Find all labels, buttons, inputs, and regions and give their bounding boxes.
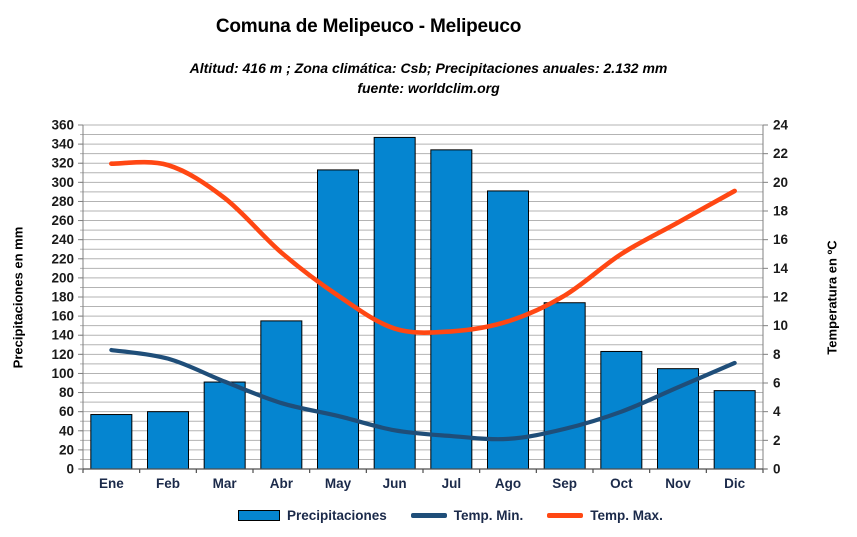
chart-subtitle-line2: fuente: worldclim.org [357, 80, 500, 96]
temp-max-line [109, 159, 737, 335]
chart-subtitle-line1: Altitud: 416 m ; Zona climática: Csb; Pr… [189, 60, 668, 76]
bar-abr [260, 320, 303, 470]
x-tick-feb: Feb [156, 476, 180, 491]
y-left-tick: 40 [59, 423, 74, 438]
y-left-tick: 320 [51, 156, 74, 171]
bar-nov [657, 368, 699, 470]
y-left-tick: 180 [51, 290, 74, 305]
legend-label: Temp. Max. [590, 508, 663, 523]
y-right-tick: 14 [773, 261, 789, 276]
y-left-tick: 200 [51, 270, 74, 285]
y-left-tick: 140 [51, 328, 74, 343]
bar-ago [487, 190, 529, 470]
temp-min-line-icon [410, 513, 447, 518]
y-right-tick: 0 [773, 462, 781, 477]
y-left-tick: 80 [59, 385, 74, 400]
y-left-tick: 100 [51, 366, 74, 381]
x-tick-dic: Dic [724, 476, 746, 491]
y-left-tick: 240 [51, 232, 74, 247]
temp-max-line-icon [547, 513, 584, 518]
bar-dic [713, 390, 756, 470]
y-right-tick: 12 [773, 290, 788, 305]
legend-item-precipitaciones: Precipitaciones [238, 508, 387, 523]
y-right-tick: 10 [773, 318, 788, 333]
y-left-tick: 60 [59, 404, 74, 419]
y-right-tick: 24 [773, 118, 789, 133]
legend-item-temp-max: Temp. Max. [547, 508, 663, 523]
y-left-tick: 220 [51, 251, 74, 266]
x-tick-jun: Jun [383, 476, 407, 491]
x-tick-ene: Ene [99, 476, 124, 491]
y-left-tick: 120 [51, 347, 74, 362]
chart-title: Comuna de Melipeuco - Melipeuco [215, 16, 522, 37]
temp-min-line [109, 347, 737, 442]
legend-item-temp-min: Temp. Min. [410, 508, 524, 523]
x-tick-ago: Ago [495, 476, 521, 491]
x-tick-mar: Mar [213, 476, 238, 491]
tick-labels: 0204060801001201401601802002202402602803… [51, 118, 788, 492]
x-tick-may: May [325, 476, 352, 491]
y-right-tick: 16 [773, 232, 789, 247]
y-left-tick: 160 [51, 309, 74, 324]
y-left-tick: 360 [51, 118, 74, 133]
chart-legend: Precipitaciones Temp. Min. Temp. Max. [238, 508, 663, 523]
y-axis-label-precipitation: Precipitaciones en mm [10, 226, 26, 369]
precipitation-bars [90, 136, 756, 470]
bar-sep [543, 302, 586, 470]
x-tick-oct: Oct [610, 476, 633, 491]
y-right-tick: 20 [773, 175, 788, 190]
y-left-tick: 260 [51, 213, 74, 228]
y-left-tick: 280 [51, 194, 74, 209]
y-left-tick: 300 [51, 175, 74, 190]
bar-jul [430, 149, 473, 470]
axes [78, 124, 768, 473]
legend-label: Precipitaciones [287, 508, 387, 523]
y-left-tick: 20 [59, 442, 74, 457]
y-axis-label-temperature: Temperatura en ºC [824, 240, 840, 355]
y-right-tick: 18 [773, 204, 789, 219]
bar-jun [373, 136, 416, 470]
bar-feb [147, 411, 189, 470]
legend-label: Temp. Min. [453, 508, 524, 523]
bar-may [317, 169, 359, 470]
y-right-tick: 4 [773, 404, 781, 419]
x-tick-abr: Abr [270, 476, 294, 491]
x-tick-nov: Nov [665, 476, 691, 491]
y-left-tick: 0 [66, 462, 74, 477]
y-right-tick: 2 [773, 433, 781, 448]
y-right-tick: 6 [773, 376, 781, 391]
y-left-tick: 340 [51, 137, 74, 152]
x-tick-jul: Jul [442, 476, 462, 491]
precipitation-swatch-icon [238, 510, 280, 521]
y-right-tick: 22 [773, 146, 788, 161]
bar-mar [203, 381, 246, 470]
x-tick-sep: Sep [552, 476, 577, 491]
bar-ene [90, 414, 133, 470]
y-right-tick: 8 [773, 347, 781, 362]
